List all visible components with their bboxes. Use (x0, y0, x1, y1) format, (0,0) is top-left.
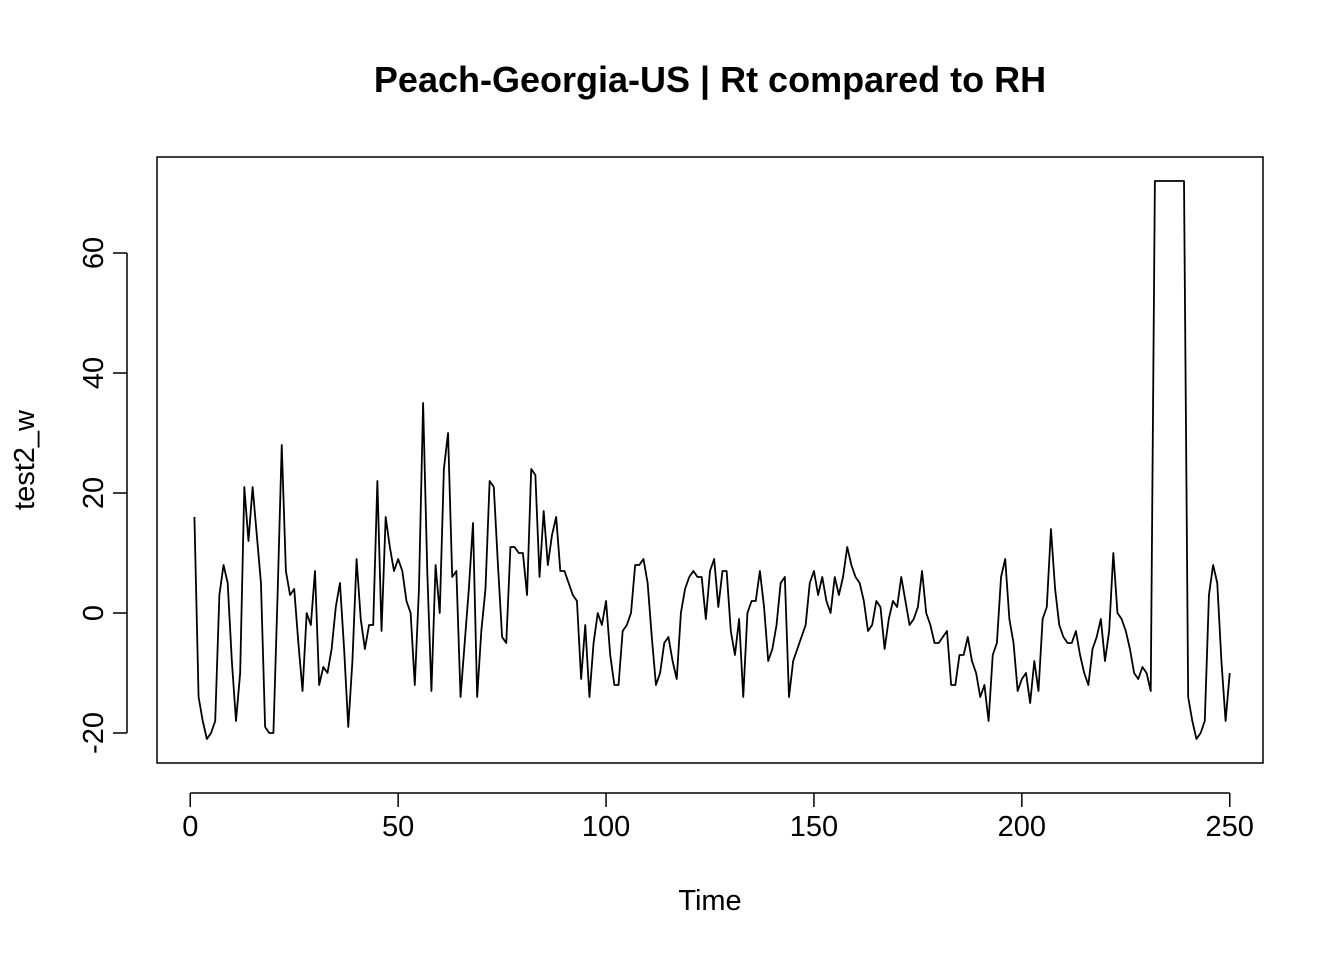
chart-title: Peach-Georgia-US | Rt compared to RH (374, 59, 1046, 101)
y-tick-label: 0 (78, 605, 110, 621)
x-tick-label: 50 (382, 811, 414, 843)
y-axis: -20 0 20 40 60 (78, 237, 128, 754)
x-axis: 0 50 100 150 200 250 (182, 792, 1254, 843)
series-line-0 (193, 180, 1231, 740)
y-axis-label: test2_w (9, 409, 41, 510)
y-tick-label: 40 (78, 357, 110, 389)
x-axis-label: Time (678, 885, 741, 917)
x-tick-label: 250 (1206, 811, 1254, 843)
x-tick-label: 100 (582, 811, 630, 843)
y-tick-label: -20 (78, 712, 110, 754)
x-tick-label: 0 (182, 811, 198, 843)
x-tick-label: 200 (998, 811, 1046, 843)
y-tick-label: 60 (78, 237, 110, 269)
plot-box (156, 156, 1264, 764)
x-tick-label: 150 (790, 811, 838, 843)
data-layer (193, 180, 1231, 740)
y-tick-label: 20 (78, 477, 110, 509)
